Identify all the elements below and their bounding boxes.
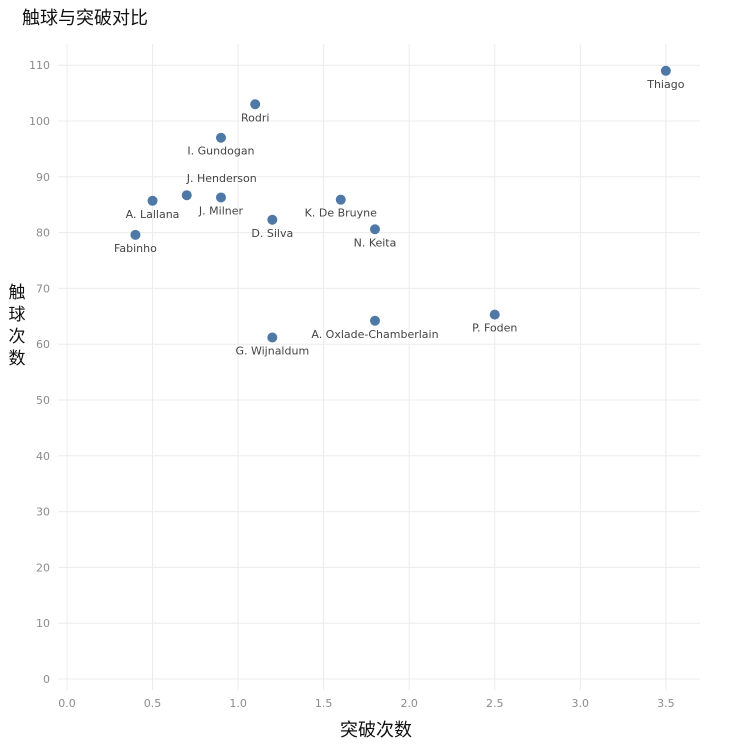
point-layer <box>130 65 671 343</box>
data-point-label: J. Henderson <box>186 172 257 185</box>
data-point <box>267 214 278 225</box>
x-tick-label: 1.5 <box>315 697 333 710</box>
data-point-label: Thiago <box>646 78 684 91</box>
data-point <box>369 315 380 326</box>
x-tick-label: 0.5 <box>144 697 162 710</box>
y-tick-label: 80 <box>36 227 50 240</box>
tick-layer: 0 10 20 30 40 50 60 70 80 90 100 110 0.0 0.5 1.0 1.5 2.0… <box>29 59 675 710</box>
data-point-label: I. Gundogan <box>187 145 254 158</box>
y-tick-label: 60 <box>36 338 50 351</box>
grid-layer <box>58 44 700 690</box>
data-point <box>130 229 141 240</box>
data-point-label: D. Silva <box>251 227 293 240</box>
y-tick-label: 110 <box>29 59 50 72</box>
label-layer: Thiago Rodri I. Gundogan J. Henderson J. Mil… <box>114 78 685 358</box>
data-point <box>147 195 158 206</box>
x-tick-label: 1.0 <box>229 697 247 710</box>
data-point <box>181 190 192 201</box>
data-point-label: Fabinho <box>114 242 157 255</box>
y-tick-label: 40 <box>36 450 50 463</box>
data-point <box>215 192 226 203</box>
data-point <box>250 99 261 110</box>
y-tick-label: 0 <box>43 673 50 686</box>
data-point-label: P. Foden <box>472 322 517 335</box>
x-tick-label: 2.0 <box>400 697 418 710</box>
y-tick-label: 20 <box>36 561 50 574</box>
data-point <box>660 65 671 76</box>
data-point-label: J. Milner <box>198 204 244 217</box>
x-tick-label: 3.0 <box>572 697 590 710</box>
data-point <box>489 309 500 320</box>
data-point <box>215 132 226 143</box>
data-point-label: K. De Bruyne <box>305 207 377 220</box>
data-point-label: N. Keita <box>354 236 397 249</box>
chart-title: 触球与突破对比 <box>22 8 148 29</box>
data-point-label: A. Oxlade-Chamberlain <box>311 328 438 341</box>
y-tick-label: 70 <box>36 282 50 295</box>
data-point <box>267 332 278 343</box>
y-tick-label: 90 <box>36 171 50 184</box>
data-point-label: Rodri <box>241 111 269 124</box>
x-tick-label: 3.5 <box>657 697 675 710</box>
x-axis-label: 突破次数 <box>340 720 412 741</box>
y-tick-label: 100 <box>29 115 50 128</box>
data-point-label: G. Wijnaldum <box>235 345 309 358</box>
data-point <box>335 194 346 205</box>
data-point-label: A. Lallana <box>126 208 180 221</box>
y-tick-label: 30 <box>36 506 50 519</box>
y-tick-label: 10 <box>36 617 50 630</box>
x-tick-label: 2.5 <box>486 697 504 710</box>
y-tick-label: 50 <box>36 394 50 407</box>
y-axis-label: 触球次数 <box>8 283 26 369</box>
x-tick-label: 0.0 <box>58 697 76 710</box>
data-point <box>369 224 380 235</box>
